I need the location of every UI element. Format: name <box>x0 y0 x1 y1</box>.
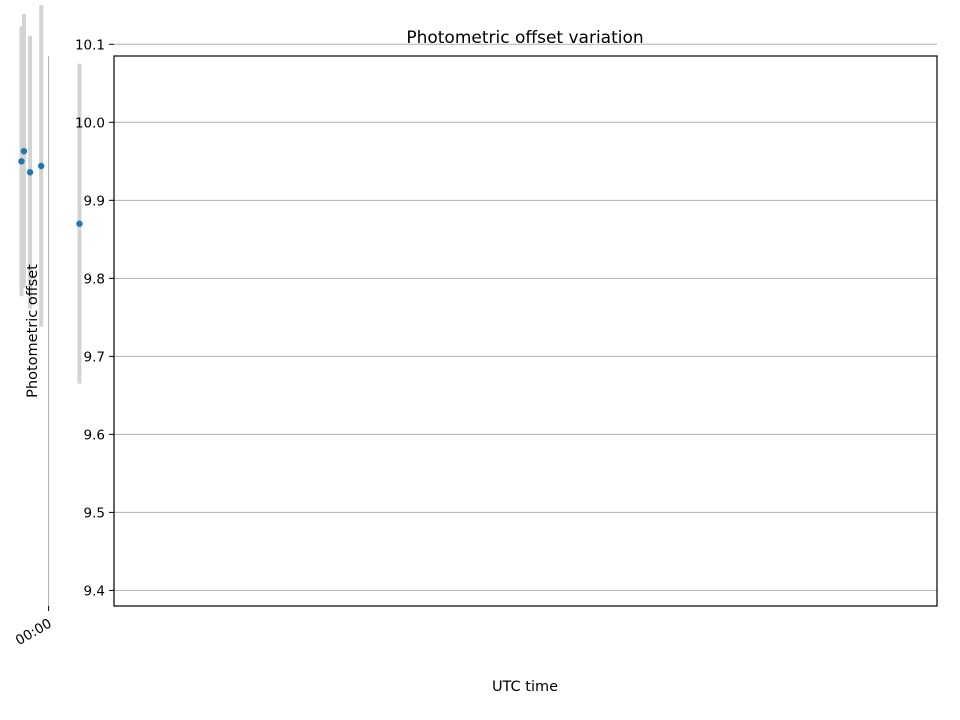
data-point <box>76 220 83 227</box>
y-tick-label: 10.1 <box>75 37 105 53</box>
y-axis-title: Photometric offset <box>25 264 41 398</box>
x-axis-title: UTC time <box>492 679 558 695</box>
data-point <box>18 158 25 165</box>
y-tick-label: 9.7 <box>84 349 105 365</box>
y-tick-label: 9.9 <box>84 193 105 209</box>
chart-title: Photometric offset variation <box>406 28 643 48</box>
data-point <box>26 169 34 176</box>
y-tick-label: 9.5 <box>84 505 105 521</box>
y-tick-label: 9.4 <box>84 583 105 599</box>
plot-area-frame <box>113 55 938 607</box>
y-tick-label: 9.8 <box>84 271 105 287</box>
y-tick-label: 10.0 <box>75 115 105 131</box>
data-point <box>38 162 45 170</box>
data-point <box>20 147 28 155</box>
y-tick-label: 9.6 <box>84 427 105 443</box>
y-axis-ticks: 9.4 9.5 9.6 9.7 9.8 9.9 10.0 10.1 <box>75 37 114 599</box>
grid-lines <box>48 43 937 606</box>
data-points <box>18 147 83 227</box>
